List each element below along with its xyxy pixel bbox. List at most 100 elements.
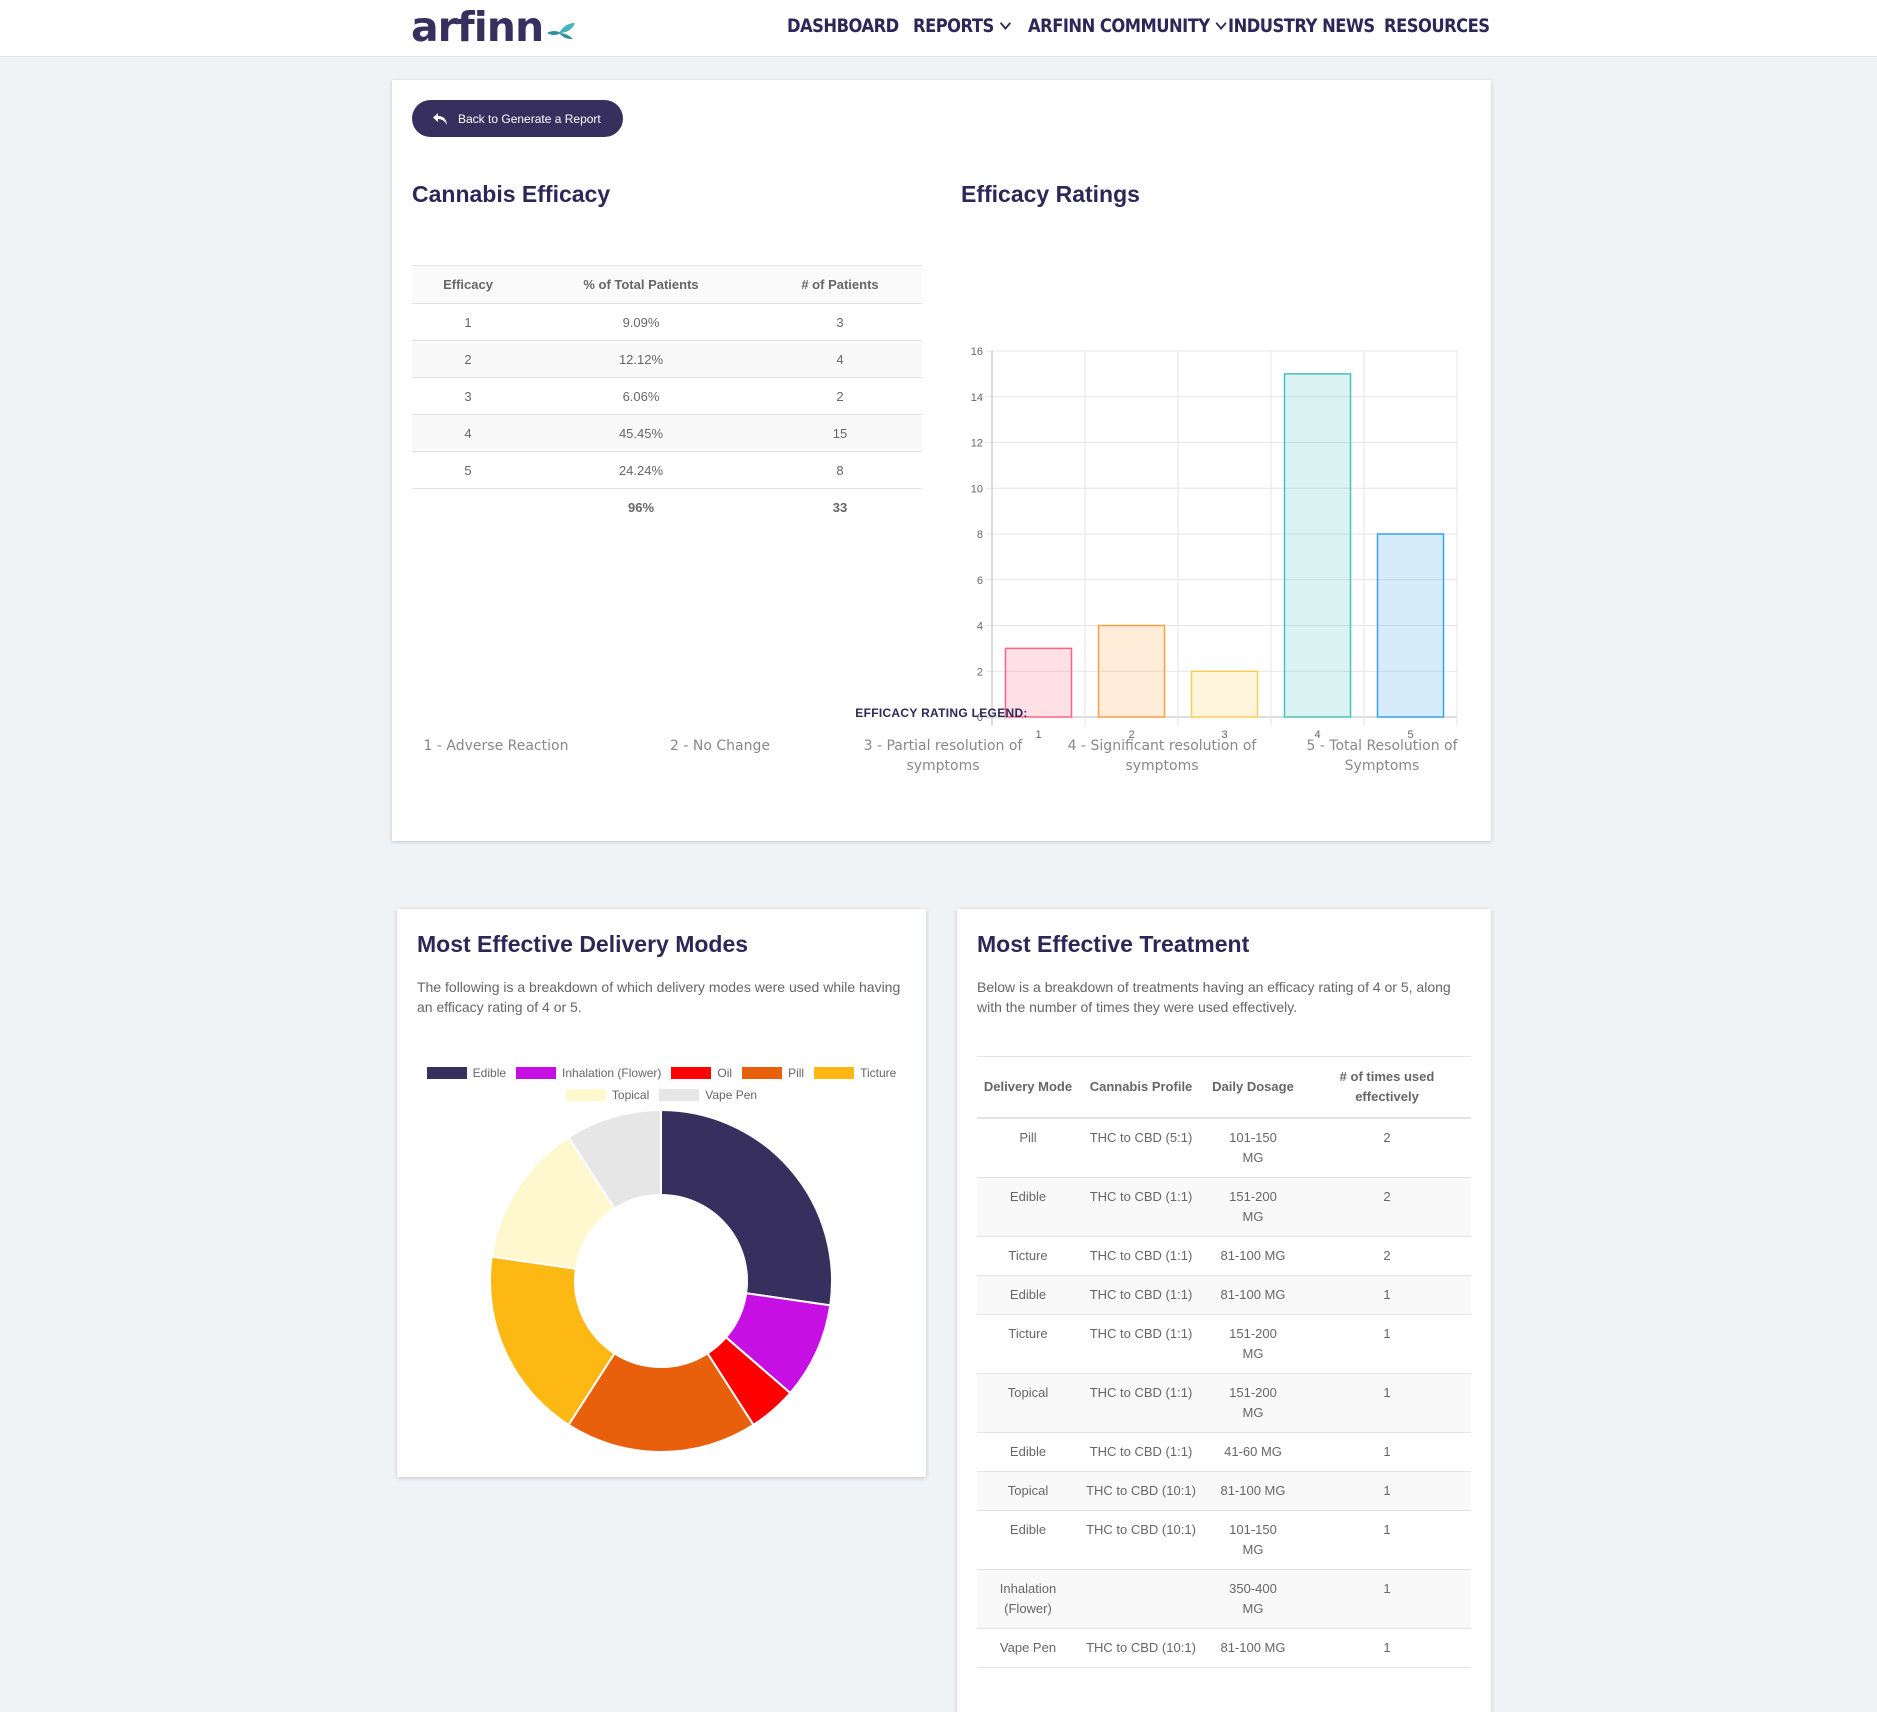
nav-dashboard[interactable]: DASHBOARD bbox=[787, 15, 899, 37]
bar-5[interactable] bbox=[1376, 533, 1445, 718]
reply-arrow-icon bbox=[433, 112, 447, 125]
legend-item-1: 1 - Adverse Reaction bbox=[423, 738, 569, 754]
col-daily-dosage: Daily Dosage bbox=[1203, 1056, 1303, 1119]
bar-1[interactable] bbox=[1004, 647, 1073, 718]
donut-slice-pill[interactable] bbox=[567, 1351, 755, 1453]
nav-resources[interactable]: RESOURCES bbox=[1384, 15, 1490, 37]
legend-entry[interactable]: Edible bbox=[426, 1066, 506, 1080]
cell-cannabis-profile: THC to CBD (10:1) bbox=[1079, 1628, 1203, 1668]
y-tick-label: 8 bbox=[977, 529, 983, 541]
leaf-icon bbox=[547, 23, 576, 40]
table-row: Ticture THC to CBD (1:1) 151-200 MG 1 bbox=[977, 1314, 1471, 1374]
cell-times-used: 1 bbox=[1303, 1628, 1471, 1668]
table-row: 2 12.12% 4 bbox=[412, 340, 922, 378]
table-row: 3 6.06% 2 bbox=[412, 377, 922, 415]
cell-efficacy: 3 bbox=[412, 377, 524, 415]
bar-4[interactable] bbox=[1283, 373, 1352, 718]
legend-swatch bbox=[516, 1067, 557, 1079]
bar-2[interactable] bbox=[1097, 624, 1166, 718]
treatment-title: Most Effective Treatment bbox=[977, 931, 1250, 957]
cell-delivery-mode: Edible bbox=[977, 1510, 1079, 1570]
cell-cannabis-profile: THC to CBD (1:1) bbox=[1079, 1432, 1203, 1472]
table-row: Pill THC to CBD (5:1) 101-150 MG 2 bbox=[977, 1118, 1471, 1178]
x-tick-label: 4 bbox=[1314, 729, 1320, 740]
cell-daily-dosage: 350-400 MG bbox=[1203, 1569, 1303, 1629]
cell-daily-dosage: 151-200 MG bbox=[1203, 1373, 1303, 1433]
back-to-generate-report-button[interactable]: Back to Generate a Report bbox=[412, 100, 623, 137]
cell-patients: 8 bbox=[758, 451, 922, 489]
cell-daily-dosage: 81-100 MG bbox=[1203, 1471, 1303, 1511]
legend-item-4: 4 - Significant resolution of symptoms bbox=[1067, 738, 1257, 774]
cell-efficacy: 1 bbox=[412, 303, 524, 341]
y-tick-label: 16 bbox=[971, 346, 983, 358]
donut-legend: Edible Inhalation (Flower) Oil Pill Ticture T… bbox=[397, 1062, 926, 1106]
cell-delivery-mode: Edible bbox=[977, 1432, 1079, 1472]
chevron-down-icon bbox=[1215, 16, 1227, 30]
nav-community[interactable]: ARFINN COMMUNITY bbox=[1028, 15, 1227, 37]
table-row: 5 24.24% 8 bbox=[412, 451, 922, 489]
cell-delivery-mode: Ticture bbox=[977, 1314, 1079, 1374]
nav-resources-label: RESOURCES bbox=[1384, 15, 1490, 37]
table-row: 1 9.09% 3 bbox=[412, 303, 922, 341]
table-row: Vape Pen THC to CBD (10:1) 81-100 MG 1 bbox=[977, 1628, 1471, 1668]
bar-3[interactable] bbox=[1190, 670, 1259, 718]
dosage-text: 81-100 MG bbox=[1220, 1248, 1286, 1263]
dosage-text: 151-200 MG bbox=[1229, 1189, 1277, 1224]
cell-percent: 12.12% bbox=[524, 340, 758, 378]
cell-delivery-mode: Topical bbox=[977, 1373, 1079, 1433]
cell-cannabis-profile: THC to CBD (10:1) bbox=[1079, 1471, 1203, 1511]
nav-reports-label: REPORTS bbox=[913, 15, 994, 37]
cell-daily-dosage: 81-100 MG bbox=[1203, 1275, 1303, 1315]
delivery-modes-card: Most Effective Delivery Modes The follow… bbox=[397, 909, 926, 1477]
dosage-text: 81-100 MG bbox=[1220, 1483, 1286, 1498]
legend-entry[interactable]: Oil bbox=[671, 1066, 732, 1080]
cell-percent: 45.45% bbox=[524, 414, 758, 452]
y-tick-label: 6 bbox=[977, 575, 983, 587]
cell-daily-dosage: 151-200 MG bbox=[1203, 1314, 1303, 1374]
legend-label: Vape Pen bbox=[705, 1088, 758, 1102]
legend-entry[interactable]: Ticture bbox=[814, 1066, 896, 1080]
donut-slice-edible[interactable] bbox=[660, 1109, 833, 1307]
dosage-text: 151-200 MG bbox=[1229, 1326, 1277, 1361]
cell-delivery-mode: Edible bbox=[977, 1275, 1079, 1315]
cell-efficacy: 4 bbox=[412, 414, 524, 452]
dosage-text: 41-60 MG bbox=[1224, 1444, 1282, 1459]
cell-percent: 24.24% bbox=[524, 451, 758, 489]
col-delivery-mode: Delivery Mode bbox=[977, 1056, 1079, 1119]
legend-entry[interactable]: Topical bbox=[565, 1088, 649, 1102]
donut-slice-vape-pen[interactable] bbox=[567, 1109, 662, 1211]
cell-daily-dosage: 41-60 MG bbox=[1203, 1432, 1303, 1472]
legend-entry[interactable]: Inhalation (Flower) bbox=[516, 1066, 661, 1080]
cell-cannabis-profile: THC to CBD (5:1) bbox=[1079, 1118, 1203, 1178]
legend-row: Topical Vape Pen bbox=[397, 1084, 926, 1106]
arfinn-logo[interactable]: arfinn bbox=[411, 2, 577, 52]
cell-daily-dosage: 81-100 MG bbox=[1203, 1236, 1303, 1276]
cell-times-used: 1 bbox=[1303, 1275, 1471, 1315]
table-row: Topical THC to CBD (10:1) 81-100 MG 1 bbox=[977, 1471, 1471, 1511]
cell-times-used: 1 bbox=[1303, 1569, 1471, 1629]
x-tick-label: 3 bbox=[1221, 729, 1227, 740]
legend-swatch bbox=[565, 1089, 606, 1101]
col-cannabis-profile: Cannabis Profile bbox=[1079, 1056, 1203, 1119]
y-tick-label: 12 bbox=[971, 438, 983, 450]
donut-slice-ticture[interactable] bbox=[489, 1255, 616, 1427]
cell-efficacy: 5 bbox=[412, 451, 524, 489]
cell-times-used: 2 bbox=[1303, 1118, 1471, 1178]
delivery-modes-description: The following is a breakdown of which de… bbox=[417, 979, 901, 1015]
legend-swatch bbox=[742, 1067, 783, 1079]
cell-delivery-mode: Vape Pen bbox=[977, 1628, 1079, 1668]
y-tick-label: 4 bbox=[977, 621, 983, 633]
nav-reports[interactable]: REPORTS bbox=[913, 15, 1011, 37]
nav-industry-news[interactable]: INDUSTRY NEWS bbox=[1228, 15, 1375, 37]
delivery-modes-title: Most Effective Delivery Modes bbox=[417, 931, 749, 957]
cell-times-used: 1 bbox=[1303, 1471, 1471, 1511]
legend-entry[interactable]: Vape Pen bbox=[659, 1088, 757, 1102]
table-header-row: Delivery Mode Cannabis Profile Daily Dos… bbox=[977, 1056, 1471, 1119]
efficacy-ratings-title: Efficacy Ratings bbox=[961, 181, 1140, 207]
table-row: 4 45.45% 15 bbox=[412, 414, 922, 452]
cell-times-used: 1 bbox=[1303, 1432, 1471, 1472]
cell-patients: 3 bbox=[758, 303, 922, 341]
legend-entry[interactable]: Pill bbox=[742, 1066, 804, 1080]
efficacy-legend-title: EFFICACY RATING LEGEND: bbox=[855, 706, 1028, 720]
